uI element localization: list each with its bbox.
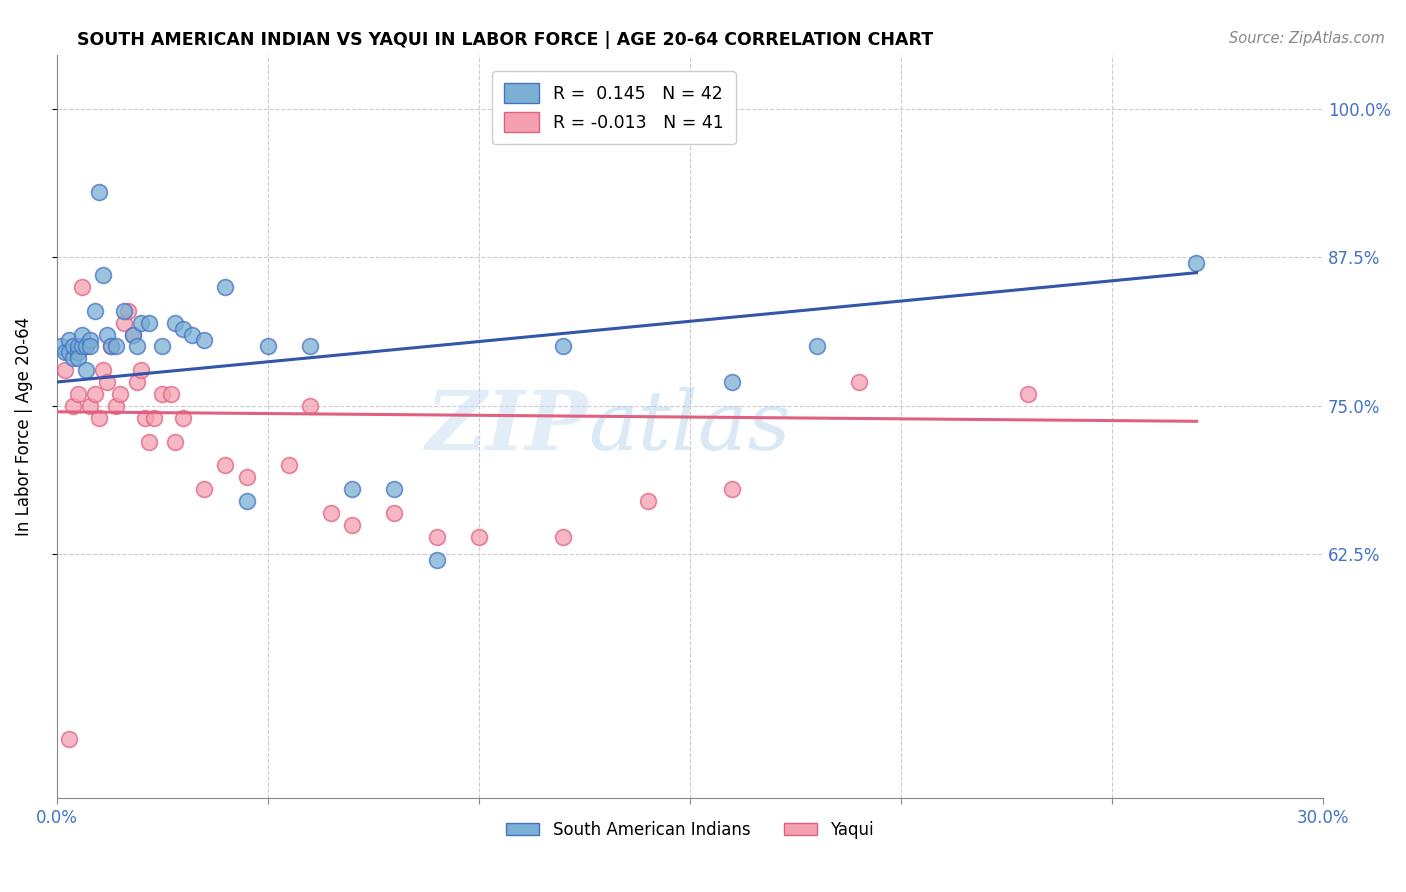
Point xyxy=(172,321,194,335)
Point xyxy=(58,334,80,348)
Point xyxy=(721,375,744,389)
Point xyxy=(79,399,101,413)
Point xyxy=(134,410,156,425)
Point xyxy=(806,339,828,353)
Point xyxy=(1017,387,1039,401)
Point xyxy=(49,339,72,353)
Point xyxy=(319,506,342,520)
Text: ZIP: ZIP xyxy=(426,386,589,467)
Point xyxy=(721,482,744,496)
Point xyxy=(150,387,173,401)
Point xyxy=(214,458,236,473)
Point xyxy=(108,387,131,401)
Point xyxy=(66,345,89,359)
Point xyxy=(159,387,181,401)
Point xyxy=(79,334,101,348)
Point xyxy=(91,363,114,377)
Point xyxy=(125,375,148,389)
Point xyxy=(117,303,139,318)
Point xyxy=(62,339,84,353)
Point xyxy=(66,339,89,353)
Point xyxy=(382,506,405,520)
Text: Source: ZipAtlas.com: Source: ZipAtlas.com xyxy=(1229,31,1385,46)
Point xyxy=(256,339,278,353)
Point xyxy=(172,410,194,425)
Point xyxy=(70,339,93,353)
Point xyxy=(75,339,97,353)
Point xyxy=(468,530,491,544)
Point xyxy=(112,316,135,330)
Point xyxy=(121,327,143,342)
Point xyxy=(129,316,152,330)
Point xyxy=(138,316,160,330)
Point xyxy=(340,517,363,532)
Point xyxy=(83,303,105,318)
Point xyxy=(277,458,299,473)
Point xyxy=(75,339,97,353)
Point xyxy=(121,327,143,342)
Point xyxy=(87,185,110,199)
Point xyxy=(848,375,870,389)
Legend: South American Indians, Yaqui: South American Indians, Yaqui xyxy=(499,814,880,846)
Point xyxy=(129,363,152,377)
Point xyxy=(235,470,257,484)
Point xyxy=(163,434,186,449)
Point xyxy=(62,351,84,366)
Point xyxy=(553,530,575,544)
Point xyxy=(138,434,160,449)
Point xyxy=(91,268,114,282)
Point xyxy=(125,339,148,353)
Point xyxy=(96,375,118,389)
Point xyxy=(150,339,173,353)
Point xyxy=(87,410,110,425)
Point xyxy=(426,530,449,544)
Point xyxy=(70,327,93,342)
Point xyxy=(70,280,93,294)
Point xyxy=(53,345,76,359)
Point xyxy=(180,327,202,342)
Point xyxy=(553,339,575,353)
Point xyxy=(1185,256,1208,270)
Point xyxy=(53,363,76,377)
Point xyxy=(79,339,101,353)
Point xyxy=(142,410,165,425)
Point xyxy=(83,387,105,401)
Point xyxy=(193,334,215,348)
Point xyxy=(100,339,122,353)
Point xyxy=(58,345,80,359)
Point xyxy=(58,731,80,746)
Point xyxy=(163,316,186,330)
Point xyxy=(112,303,135,318)
Text: atlas: atlas xyxy=(589,386,792,467)
Point xyxy=(426,553,449,567)
Point xyxy=(96,327,118,342)
Point xyxy=(104,399,127,413)
Point xyxy=(382,482,405,496)
Point xyxy=(193,482,215,496)
Point xyxy=(298,339,321,353)
Point xyxy=(100,339,122,353)
Point xyxy=(66,387,89,401)
Point xyxy=(637,494,659,508)
Point xyxy=(214,280,236,294)
Point xyxy=(104,339,127,353)
Point xyxy=(298,399,321,413)
Point xyxy=(340,482,363,496)
Point xyxy=(66,351,89,366)
Text: SOUTH AMERICAN INDIAN VS YAQUI IN LABOR FORCE | AGE 20-64 CORRELATION CHART: SOUTH AMERICAN INDIAN VS YAQUI IN LABOR … xyxy=(77,31,934,49)
Point xyxy=(75,363,97,377)
Y-axis label: In Labor Force | Age 20-64: In Labor Force | Age 20-64 xyxy=(15,317,32,536)
Point xyxy=(235,494,257,508)
Point xyxy=(62,399,84,413)
